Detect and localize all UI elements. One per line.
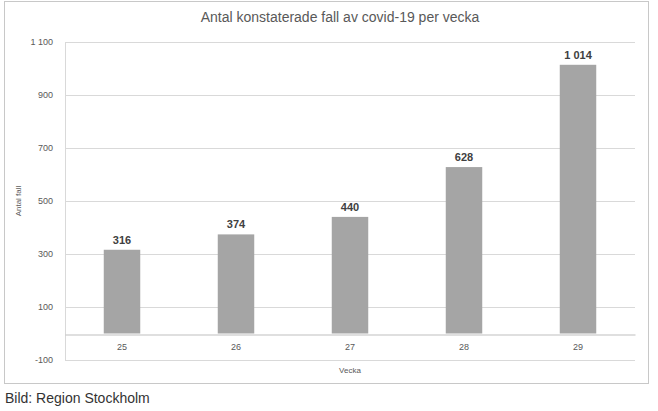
bar bbox=[446, 167, 482, 333]
grid bbox=[65, 43, 635, 361]
x-tick: 29 bbox=[573, 335, 583, 352]
x-tick: 27 bbox=[345, 335, 355, 352]
x-axis-line bbox=[66, 335, 636, 336]
chart-svg: -100 100 300 500 700 900 1 100 25 26 27 28 29 316 374… bbox=[0, 0, 658, 411]
grid-line bbox=[65, 42, 635, 43]
caption: Bild: Region Stockholm bbox=[5, 390, 150, 406]
bar bbox=[104, 250, 140, 334]
y-axis-title: Antal fall bbox=[14, 185, 23, 216]
grid-line bbox=[65, 148, 635, 149]
y-tick-label: 1 100 bbox=[30, 37, 53, 47]
y-tick: -100 bbox=[35, 355, 65, 365]
y-tick: 700 bbox=[38, 143, 65, 153]
grid-line bbox=[65, 95, 635, 96]
x-axis-title: Vecka bbox=[339, 366, 361, 375]
chart-title: Antal konstaterade fall av covid-19 per … bbox=[201, 9, 480, 25]
grid-line bbox=[65, 360, 635, 361]
y-tick-label: 700 bbox=[38, 143, 53, 153]
x-tick-label: 28 bbox=[459, 342, 469, 352]
y-tick-label: 500 bbox=[38, 196, 53, 206]
y-tick: 300 bbox=[38, 249, 65, 259]
x-tick: 25 bbox=[117, 335, 127, 352]
y-tick: 500 bbox=[38, 196, 65, 206]
y-tick-label: 300 bbox=[38, 249, 53, 259]
chart-container: -100 100 300 500 700 900 1 100 25 26 27 28 29 316 374… bbox=[0, 0, 658, 411]
x-tick-label: 26 bbox=[231, 342, 241, 352]
x-tick: 28 bbox=[459, 335, 469, 352]
x-tick-label: 25 bbox=[117, 342, 127, 352]
data-labels: 316 374 440 628 1 014 bbox=[113, 49, 593, 246]
y-axis-line bbox=[65, 43, 66, 361]
x-tick: 26 bbox=[231, 335, 241, 352]
data-label: 374 bbox=[227, 218, 246, 230]
y-axis: -100 100 300 500 700 900 1 100 bbox=[30, 37, 65, 365]
x-tick-label: 27 bbox=[345, 342, 355, 352]
data-label: 1 014 bbox=[564, 49, 592, 61]
y-tick-label: 100 bbox=[38, 302, 53, 312]
data-label: 440 bbox=[341, 201, 359, 213]
x-tick-label: 29 bbox=[573, 342, 583, 352]
chart-frame bbox=[5, 2, 649, 384]
bars bbox=[104, 65, 596, 334]
y-tick-label: 900 bbox=[38, 90, 53, 100]
x-axis: 25 26 27 28 29 bbox=[66, 335, 636, 352]
bar bbox=[332, 217, 368, 334]
y-tick: 900 bbox=[38, 90, 65, 100]
data-label: 628 bbox=[455, 151, 473, 163]
y-tick-label: -100 bbox=[35, 355, 53, 365]
y-tick: 100 bbox=[38, 302, 65, 312]
bar bbox=[560, 65, 596, 334]
data-label: 316 bbox=[113, 234, 131, 246]
y-tick: 1 100 bbox=[30, 37, 65, 47]
bar bbox=[218, 234, 254, 333]
